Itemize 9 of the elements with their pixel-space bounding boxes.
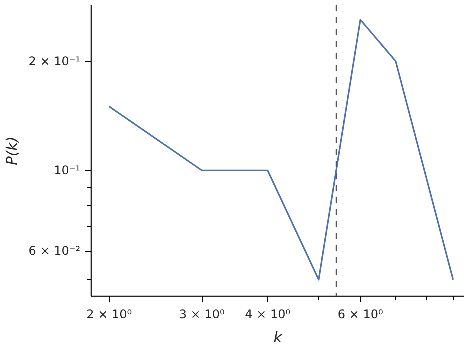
y-axis-title: P(k) bbox=[4, 136, 21, 166]
x-tick-label: 4 × 10⁰ bbox=[245, 308, 291, 322]
x-tick-label: 3 × 10⁰ bbox=[179, 308, 225, 322]
y-tick-label: 2 × 10⁻¹ bbox=[28, 54, 81, 68]
x-tick-label: 2 × 10⁰ bbox=[86, 308, 132, 322]
x-tick-label: 6 × 10⁰ bbox=[338, 308, 384, 322]
y-tick-label: 6 × 10⁻² bbox=[28, 244, 81, 258]
x-axis-title: k bbox=[274, 330, 283, 346]
y-tick-label: 10⁻¹ bbox=[54, 164, 81, 178]
